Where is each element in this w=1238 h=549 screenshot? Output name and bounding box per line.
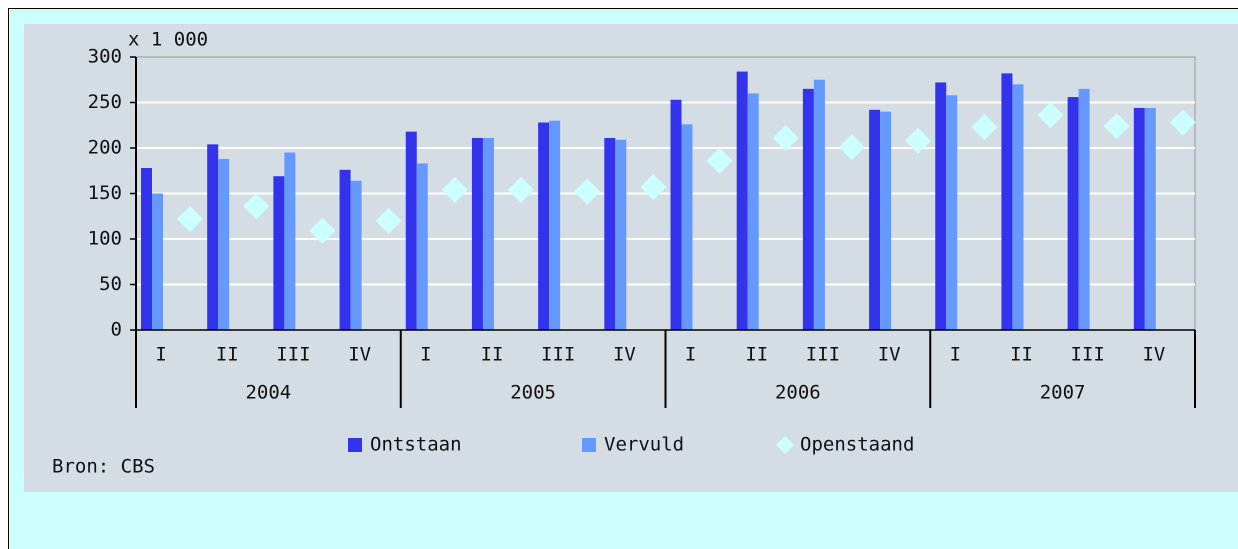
bar [813, 79, 825, 330]
x-tick-label: I [685, 344, 696, 366]
bar [152, 193, 163, 330]
point [1037, 102, 1064, 129]
year-label: 2007 [1040, 382, 1086, 404]
bar [681, 124, 693, 330]
point [1103, 113, 1130, 140]
x-tick-label: II [216, 344, 239, 366]
bar [416, 163, 428, 330]
bar [935, 82, 947, 330]
x-tick-label: IV [878, 344, 901, 366]
bar [880, 111, 892, 330]
legend-swatch [776, 436, 794, 454]
y-tick-label: 50 [99, 273, 122, 295]
year-label: 2004 [245, 382, 291, 404]
x-tick-label: III [806, 344, 840, 366]
unit-label: x 1 000 [128, 29, 208, 51]
x-tick-label: III [541, 344, 575, 366]
bar [1067, 97, 1079, 330]
y-tick-label: 150 [88, 182, 122, 204]
bar [405, 131, 417, 330]
bar [1001, 73, 1013, 330]
x-tick-label: II [745, 344, 768, 366]
bar [538, 122, 550, 331]
y-tick-label: 250 [88, 91, 122, 113]
bar [1133, 107, 1145, 331]
year-label: 2005 [510, 382, 556, 404]
bar [802, 88, 814, 330]
legend-label: Ontstaan [370, 434, 462, 456]
bar [284, 152, 296, 330]
x-tick-label: IV [1142, 344, 1165, 366]
point [640, 174, 667, 201]
point [838, 134, 865, 161]
source: Bron: CBS [52, 456, 155, 478]
year-label: 2006 [775, 382, 821, 404]
point [507, 176, 534, 203]
bar [1144, 107, 1156, 331]
point [1169, 109, 1196, 136]
bar [339, 169, 351, 330]
bar [482, 137, 494, 330]
y-tick-label: 0 [111, 319, 122, 341]
legend-label: Openstaand [800, 434, 914, 456]
bar [1012, 84, 1024, 330]
legend-label: Vervuld [604, 434, 684, 456]
legend-swatch [582, 438, 596, 452]
x-tick-label: II [481, 344, 504, 366]
point [971, 114, 998, 141]
bar [747, 93, 759, 331]
bar [273, 176, 285, 330]
x-tick-label: IV [613, 344, 636, 366]
point [905, 127, 932, 154]
x-tick-label: I [420, 344, 431, 366]
bar [604, 137, 616, 330]
bar [869, 109, 881, 330]
point [177, 205, 203, 232]
legend-swatch [348, 438, 362, 452]
y-tick-label: 200 [88, 137, 122, 159]
bar [615, 139, 627, 330]
x-tick-label: II [1010, 344, 1033, 366]
bar [670, 99, 682, 331]
point [441, 176, 468, 203]
point [772, 124, 799, 151]
x-tick-label: IV [348, 344, 371, 366]
x-tick-label: III [1071, 344, 1105, 366]
y-tick-label: 300 [88, 46, 122, 68]
bar [471, 137, 483, 330]
x-tick-label: III [276, 344, 310, 366]
point [375, 207, 402, 234]
point [243, 193, 270, 220]
x-tick-label: I [950, 344, 961, 366]
y-tick-label: 100 [88, 228, 122, 250]
bar [946, 95, 958, 330]
bar [218, 158, 230, 330]
bar [141, 168, 152, 330]
panel [24, 24, 1238, 492]
bar [1078, 88, 1090, 330]
bar [549, 120, 561, 330]
bar [736, 71, 748, 330]
x-tick-label: I [155, 344, 166, 366]
point [309, 217, 336, 244]
point [706, 147, 733, 174]
bar [350, 180, 362, 330]
point [574, 178, 601, 205]
bar [207, 144, 219, 330]
